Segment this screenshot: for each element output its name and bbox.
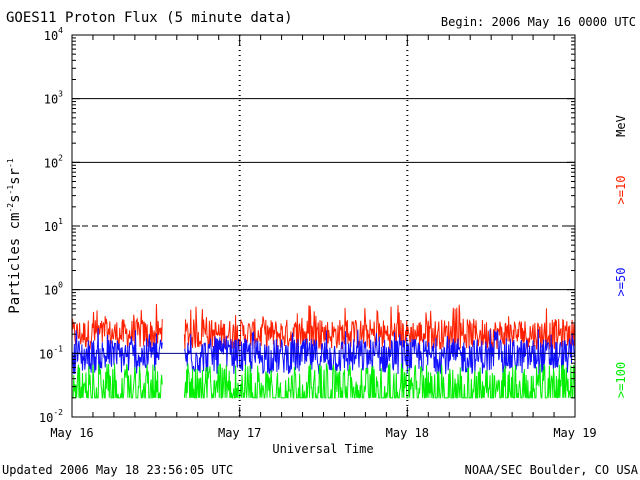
legend-ge50: >=50: [614, 268, 628, 297]
y-tick-label: 101: [44, 217, 63, 234]
y-tick-label: 103: [44, 90, 63, 107]
svg-text:Particles cm-2s-1sr-1: Particles cm-2s-1sr-1: [6, 158, 23, 314]
y-tick-label: 100: [44, 281, 63, 298]
chart-title: GOES11 Proton Flux (5 minute data): [6, 10, 293, 26]
x-tick-label: May 18: [386, 426, 429, 440]
y-tick-labels: 10-2 10-1 100 101 102 103 104: [39, 26, 63, 425]
updated-label: Updated 2006 May 18 23:56:05 UTC: [2, 463, 233, 477]
svg-text:>=50: >=50: [614, 268, 628, 297]
legend-ge10: >=10: [614, 176, 628, 205]
series-layer: [71, 303, 576, 399]
y-tick-label: 102: [44, 153, 63, 170]
y-tick-label: 10-2: [39, 408, 63, 425]
svg-text:>=10: >=10: [614, 176, 628, 205]
svg-text:MeV: MeV: [614, 115, 628, 137]
svg-text:>=100: >=100: [614, 362, 628, 398]
x-tick-label: May 16: [50, 426, 93, 440]
x-tick-label: May 19: [553, 426, 596, 440]
credit-label: NOAA/SEC Boulder, CO USA: [465, 463, 639, 477]
y-tick-label: 10-1: [39, 344, 63, 361]
x-axis-label: Universal Time: [272, 442, 373, 456]
y-tick-label: 104: [44, 26, 63, 43]
series-line-10-0: [71, 303, 163, 350]
plot-frame: [71, 34, 576, 418]
x-tick-labels: May 16 May 17 May 18 May 19: [50, 426, 596, 440]
legend-ge100: >=100: [614, 362, 628, 398]
x-tick-label: May 17: [218, 426, 261, 440]
series-line-100-1: [183, 363, 576, 399]
begin-label: Begin: 2006 May 16 0000 UTC: [441, 15, 636, 29]
series-line-100-0: [72, 363, 163, 399]
y-axis-label: Particles cm-2s-1sr-1: [6, 158, 23, 314]
unit-label: MeV: [614, 115, 628, 137]
